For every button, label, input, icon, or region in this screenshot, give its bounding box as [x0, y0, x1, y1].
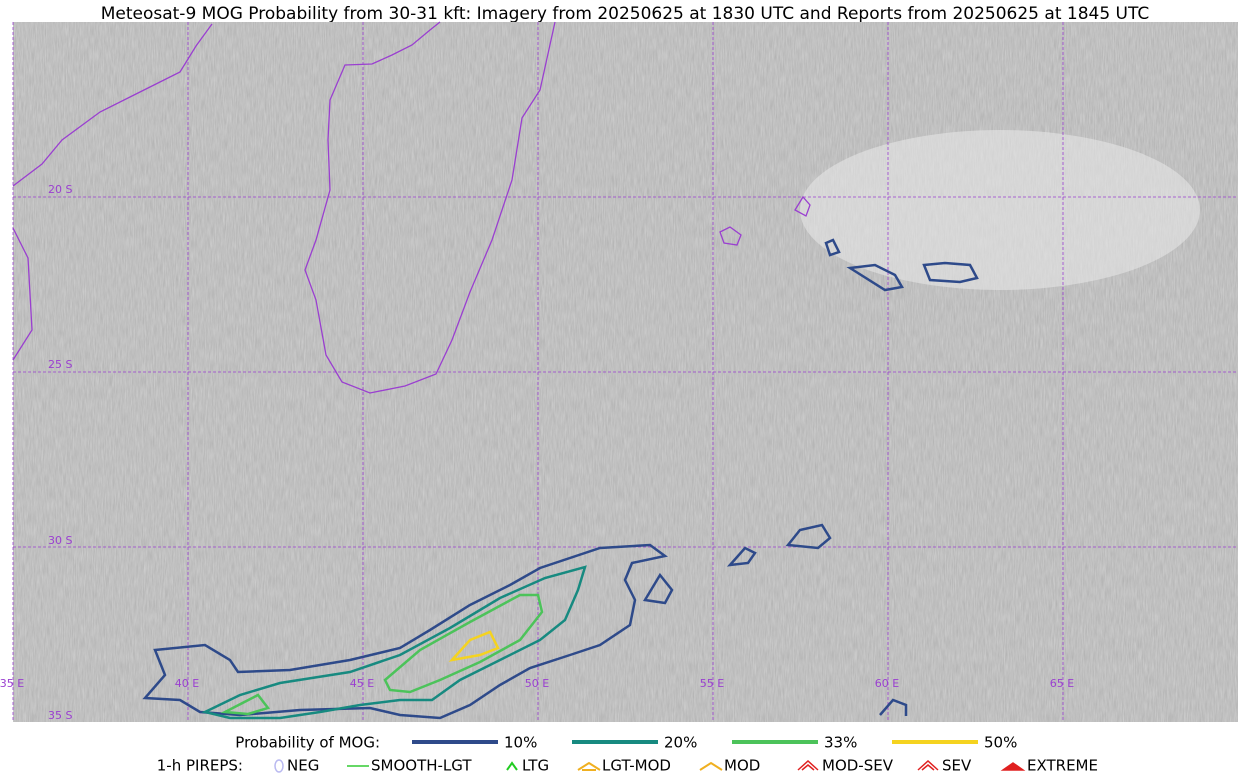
legend-label: MOD-SEV [822, 757, 894, 775]
map: 20 S 25 S 30 S 35 S 35 E 40 E 45 E 50 E … [0, 21, 1238, 722]
legend-label: SMOOTH-LGT [371, 757, 472, 775]
legend-title: 1-h PIREPS: [157, 757, 243, 775]
legend-label: 10% [504, 734, 537, 752]
lon-label: 50 E [525, 677, 549, 690]
legend-label: 33% [824, 734, 857, 752]
lat-label: 25 S [48, 358, 72, 371]
legend-icon [917, 759, 939, 771]
legend-label: LTG [522, 757, 549, 775]
lat-label: 35 S [48, 709, 72, 722]
legend-icon [274, 759, 284, 773]
legend-label: SEV [942, 757, 972, 775]
legend-label: EXTREME [1027, 757, 1098, 775]
legend-icon [699, 761, 723, 771]
legend-icon [577, 761, 601, 771]
legend-label: 20% [664, 734, 697, 752]
axis-labels: 20 S 25 S 30 S 35 S 35 E 40 E 45 E 50 E … [0, 183, 1074, 722]
legend-label: NEG [287, 757, 319, 775]
legend-label: MOD [724, 757, 760, 775]
legend-title: Probability of MOG: [235, 734, 380, 752]
lon-label: 55 E [700, 677, 724, 690]
lon-label: 45 E [350, 677, 374, 690]
legend-icon [797, 759, 819, 771]
lon-label: 40 E [175, 677, 199, 690]
title: Meteosat-9 MOG Probability from 30-31 kf… [101, 4, 1150, 24]
coastlines [12, 21, 811, 394]
lon-label: 60 E [875, 677, 899, 690]
probability-contours [142, 238, 979, 720]
lat-label: 20 S [48, 183, 72, 196]
cloud-mass [800, 130, 1200, 290]
lon-label: 35 E [0, 677, 24, 690]
lon-label: 65 E [1050, 677, 1074, 690]
legend: Probability of MOG: 1-h PIREPS: 10% 20% 33… [157, 734, 1098, 775]
lat-label: 30 S [48, 534, 72, 547]
legend-label: LGT-MOD [602, 757, 671, 775]
legend-icon [506, 761, 518, 771]
legend-label: 50% [984, 734, 1017, 752]
legend-icon [1000, 762, 1026, 771]
